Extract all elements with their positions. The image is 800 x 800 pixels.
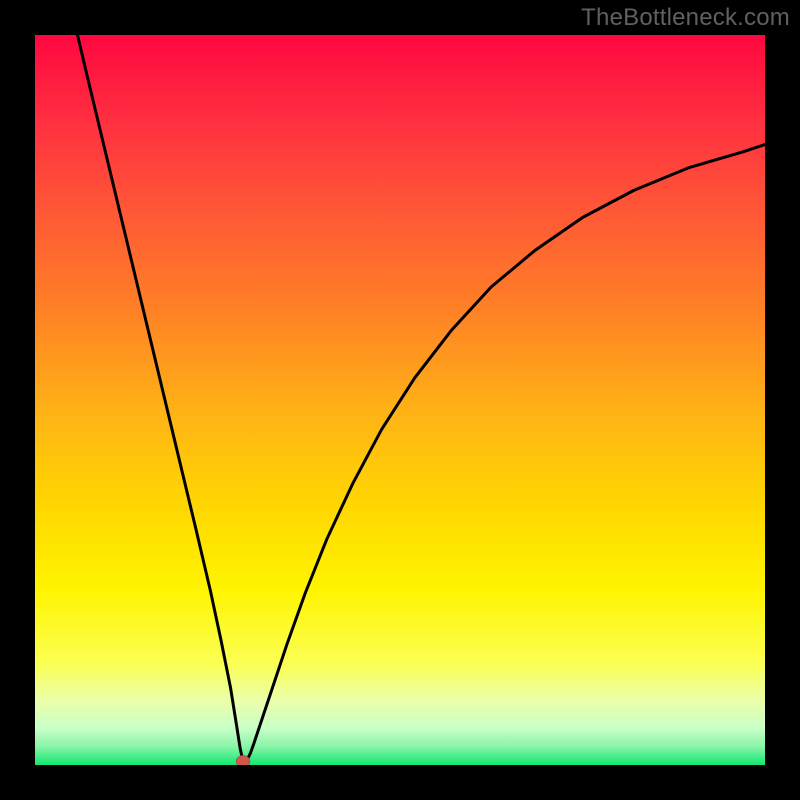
chart-container: TheBottleneck.com: [0, 0, 800, 800]
bottleneck-chart: [0, 0, 800, 800]
watermark-text: TheBottleneck.com: [581, 4, 790, 32]
